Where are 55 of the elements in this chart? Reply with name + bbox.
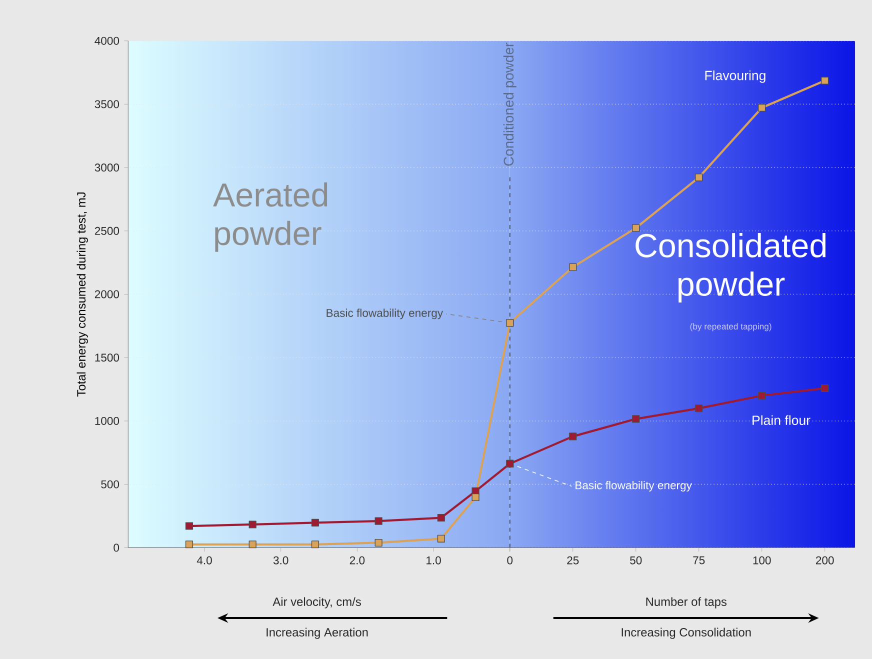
x-tick-label: 4.0: [196, 556, 212, 564]
point: [569, 432, 577, 440]
y-tick-label: 4000: [94, 36, 120, 45]
x-tick-label: 3.0: [273, 556, 288, 564]
text: Increasing Aeration: [266, 628, 368, 639]
series-label: Plain flour: [752, 415, 810, 425]
point: [185, 540, 194, 548]
x-tick-label: 100: [753, 556, 771, 564]
point: [374, 538, 382, 546]
point: [374, 517, 382, 525]
y-tick-label: 0: [114, 544, 120, 552]
point: [472, 493, 480, 501]
y-tick-label: 2000: [94, 290, 120, 298]
y-axis-title: Total energy consumed during test, mJ: [76, 192, 88, 397]
annotation: Aerated powder: [213, 182, 328, 252]
point: [821, 384, 829, 392]
y-tick-label: 3000: [94, 163, 120, 172]
point: [758, 392, 766, 400]
point: [569, 263, 577, 271]
ref-line-label: Conditioned powder: [503, 42, 516, 166]
series-label: Flavouring: [705, 70, 766, 83]
text: Number of taps: [646, 597, 727, 608]
x-tick-label: 200: [816, 556, 834, 564]
x-tick-label: 50: [630, 556, 642, 564]
point: [185, 522, 194, 530]
point: [632, 224, 640, 232]
annotation: Consolidated powder: [636, 232, 826, 302]
point: [506, 460, 514, 468]
point: [758, 104, 766, 112]
text: Increasing Consolidation: [622, 628, 751, 639]
point: [632, 415, 640, 423]
point: [311, 518, 319, 526]
y-tick-label: 1000: [95, 416, 120, 425]
x-tick-label: 0: [507, 556, 513, 564]
x-tick-label: 2.0: [350, 556, 365, 564]
y-tick-label: 500: [101, 480, 120, 488]
point: [506, 319, 514, 327]
point: [695, 404, 703, 412]
point: [248, 520, 256, 528]
annotation: Basic flowability energy: [576, 480, 692, 492]
text: Air velocity, cm/s: [272, 597, 361, 608]
annotation: (by repeated tapping): [690, 323, 772, 332]
point: [437, 514, 445, 522]
y-tick-label: 1500: [95, 354, 120, 362]
point: [821, 76, 829, 84]
y-tick-label: 3500: [94, 100, 120, 108]
point: [311, 540, 319, 548]
point: [248, 540, 256, 548]
y-tick-label: 2500: [94, 226, 120, 235]
x-tick-label: 75: [693, 556, 705, 564]
x-tick-label: 25: [567, 556, 579, 564]
point: [695, 174, 703, 182]
annotation: Basic flowability energy: [326, 308, 444, 320]
x-tick-label: 1.0: [426, 556, 441, 564]
point: [437, 534, 445, 542]
